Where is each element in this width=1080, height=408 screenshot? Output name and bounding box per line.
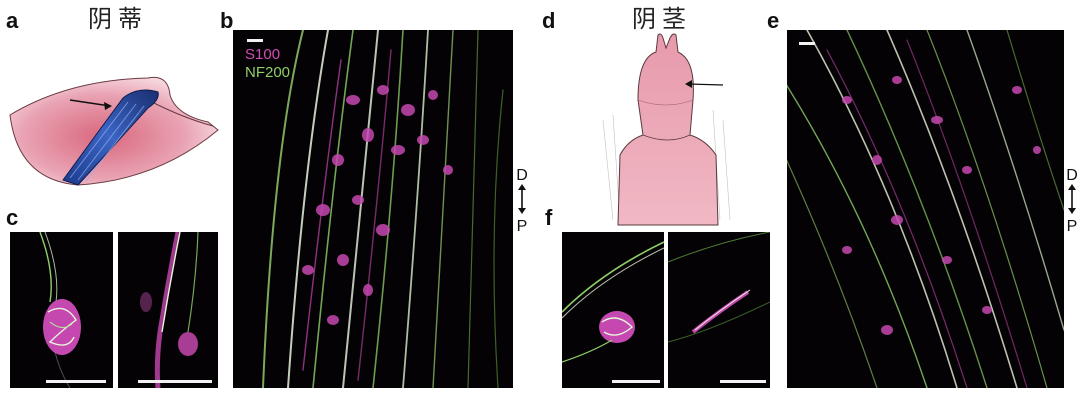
proximal-label: P bbox=[516, 218, 528, 235]
proximal-label-e: P bbox=[1066, 218, 1078, 235]
scale-bar-b bbox=[247, 39, 263, 42]
clitoris-title: 阴蒂 bbox=[88, 6, 148, 33]
panel-letter-c: c bbox=[6, 205, 19, 230]
scale-bar-e bbox=[799, 42, 815, 45]
panel-letter-d: d bbox=[542, 8, 556, 33]
clitoris-illustration bbox=[8, 60, 223, 190]
panel-letter-b: b bbox=[220, 8, 234, 33]
dorsal-proximal-arrow-icon bbox=[518, 184, 526, 214]
orientation-e: D P bbox=[1064, 168, 1080, 235]
scale-bar-c1 bbox=[46, 380, 106, 383]
penis-title: 阴茎 bbox=[632, 6, 692, 33]
panel-letter-f: f bbox=[545, 205, 553, 230]
scale-bar-f1 bbox=[612, 380, 660, 383]
penis-illustration bbox=[598, 30, 738, 230]
legend-s100: S100 bbox=[245, 46, 281, 63]
clitoris-corpuscle-micrograph-2 bbox=[118, 232, 218, 388]
panel-letter-a: a bbox=[6, 8, 19, 33]
scale-bar-f2 bbox=[720, 380, 766, 383]
clitoris-micrograph: S100 NF200 bbox=[233, 30, 513, 388]
legend-nf200: NF200 bbox=[245, 64, 291, 81]
scale-bar-c2 bbox=[138, 380, 212, 383]
dorsal-label-e: D bbox=[1066, 167, 1078, 184]
clitoris-corpuscle-micrograph-1 bbox=[10, 232, 113, 388]
dorsal-proximal-arrow-e-icon bbox=[1068, 184, 1076, 214]
dorsal-label: D bbox=[516, 167, 528, 184]
panel-letter-e: e bbox=[767, 8, 780, 33]
penis-corpuscle-micrograph-2 bbox=[668, 232, 770, 388]
penis-micrograph bbox=[787, 30, 1064, 388]
orientation-b: D P bbox=[514, 168, 530, 235]
penis-corpuscle-micrograph-1 bbox=[562, 232, 664, 388]
